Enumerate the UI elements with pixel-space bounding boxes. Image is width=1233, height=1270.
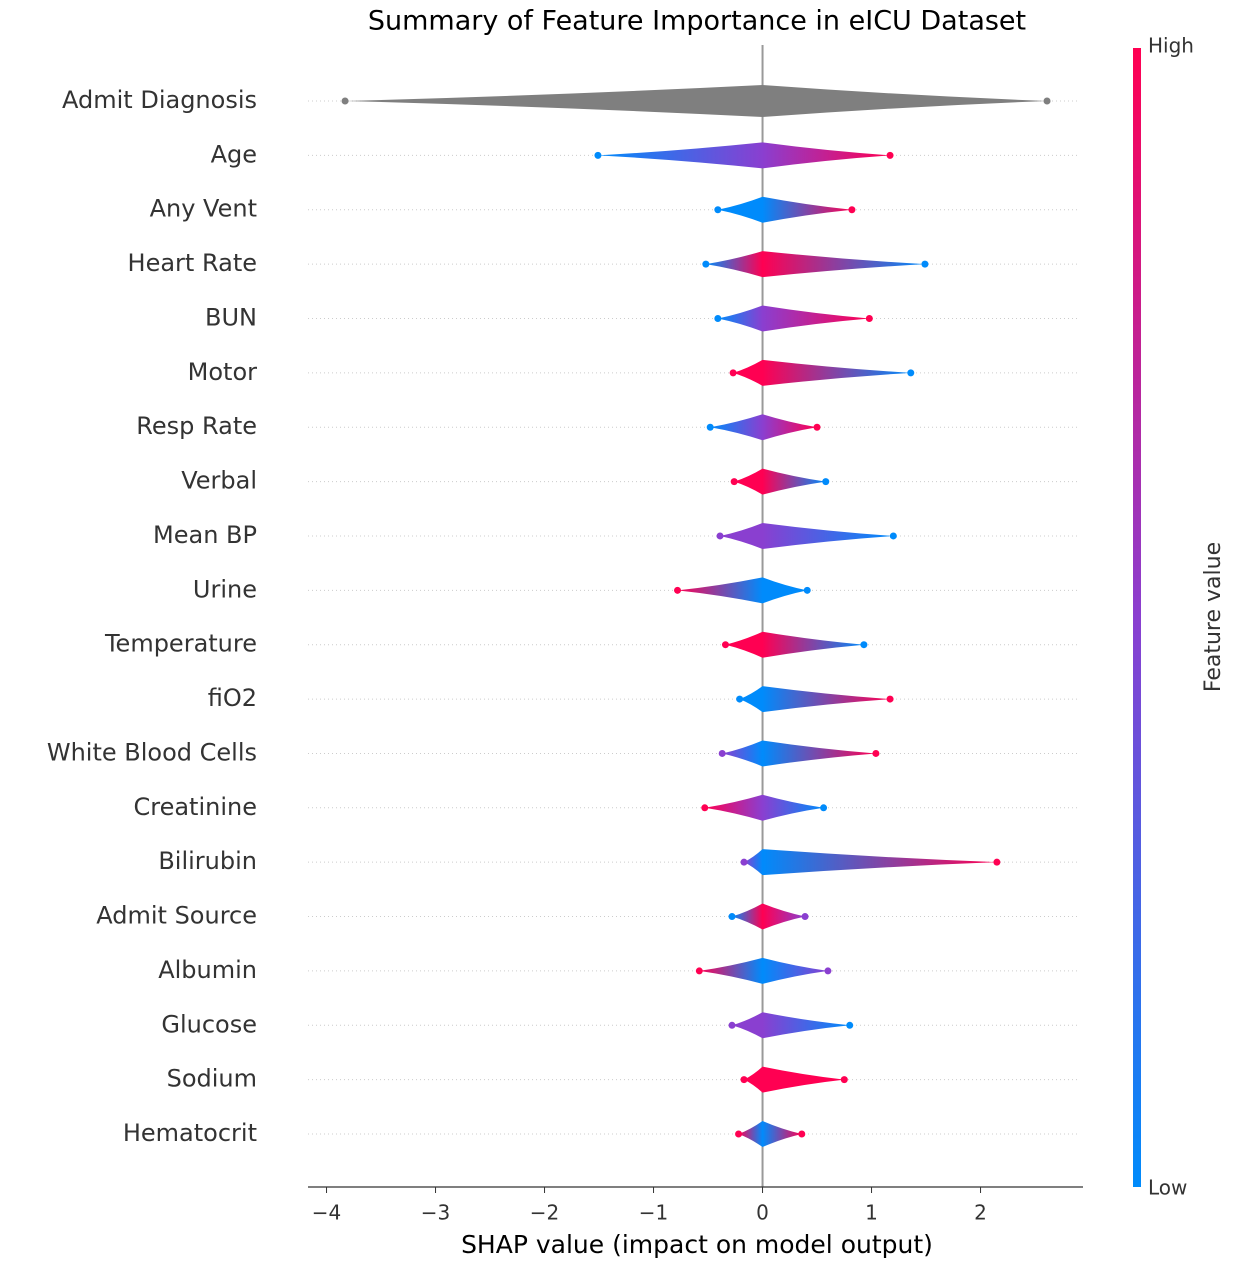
- y-tick-label: Heart Rate: [128, 249, 257, 277]
- colorbar-low: Low: [1148, 1176, 1187, 1200]
- y-tick-label: Creatinine: [133, 793, 257, 821]
- shap-min-point: [729, 369, 737, 377]
- shap-max-point: [820, 804, 828, 812]
- y-tick-label: Admit Source: [96, 902, 257, 930]
- y-tick-label: Verbal: [181, 467, 257, 495]
- shap-max-point: [840, 1076, 848, 1084]
- shap-min-point: [674, 586, 682, 594]
- colorbar-label: Feature value: [1201, 542, 1226, 692]
- shap-min-point: [341, 97, 349, 105]
- shap-min-point: [740, 1076, 748, 1084]
- y-tick-label: Hematocrit: [123, 1119, 257, 1147]
- shap-max-point: [921, 260, 929, 268]
- x-tick-label: 2: [974, 1201, 987, 1225]
- shap-distribution: [705, 251, 925, 278]
- shap-min-point: [728, 913, 736, 921]
- shap-max-point: [824, 967, 832, 975]
- shap-distribution: [699, 957, 828, 984]
- shap-max-point: [993, 858, 1001, 866]
- shap-distribution: [732, 903, 806, 930]
- y-tick-label: fiO2: [208, 684, 257, 712]
- x-tick-label: −3: [421, 1201, 450, 1225]
- x-tick-label: 1: [865, 1201, 878, 1225]
- shap-distribution: [738, 1121, 802, 1148]
- x-axis-label: SHAP value (impact on model output): [461, 1230, 933, 1259]
- y-tick-label: White Blood Cells: [47, 738, 257, 766]
- shap-max-point: [872, 749, 880, 757]
- shap-distribution: [739, 686, 891, 713]
- colorbar: [1133, 48, 1141, 1187]
- shap-min-point: [702, 260, 710, 268]
- y-tick-label: Glucose: [161, 1010, 257, 1038]
- shap-min-point: [736, 695, 744, 703]
- x-tick-label: −1: [639, 1201, 668, 1225]
- shap-max-point: [798, 1130, 806, 1138]
- y-tick-label: Temperature: [104, 630, 257, 658]
- shap-min-point: [706, 423, 714, 431]
- shap-distribution: [722, 740, 876, 767]
- colorbar-high: High: [1148, 34, 1194, 58]
- shap-max-point: [803, 586, 811, 594]
- y-tick-label: Mean BP: [153, 521, 257, 549]
- y-tick-label: Bilirubin: [158, 847, 257, 875]
- shap-distribution: [717, 305, 870, 332]
- shap-distribution: [677, 577, 808, 604]
- shap-min-point: [740, 858, 748, 866]
- y-tick-label: Urine: [193, 575, 257, 603]
- shap-distribution: [597, 142, 891, 169]
- shap-max-point: [889, 532, 897, 540]
- shap-max-point: [907, 369, 915, 377]
- shap-distribution: [345, 85, 1048, 117]
- shap-max-point: [813, 423, 821, 431]
- shap-max-point: [846, 1021, 854, 1029]
- chart-title: Summary of Feature Importance in eICU Da…: [368, 6, 1026, 37]
- shap-min-point: [730, 478, 738, 486]
- shap-min-point: [735, 1130, 743, 1138]
- x-tick-label: −2: [530, 1201, 559, 1225]
- y-tick-label: Sodium: [167, 1065, 257, 1093]
- y-tick-label: Motor: [188, 358, 257, 386]
- shap-max-point: [822, 478, 830, 486]
- x-tick-label: 0: [756, 1201, 769, 1225]
- shap-distribution: [725, 631, 864, 658]
- shap-max-point: [801, 913, 809, 921]
- shap-distribution: [732, 1012, 850, 1039]
- shap-distribution: [710, 414, 818, 441]
- y-tick-label: BUN: [205, 303, 257, 331]
- y-tick-label: Any Vent: [150, 195, 257, 223]
- shap-max-point: [848, 206, 856, 214]
- shap-min-point: [594, 151, 602, 159]
- shap-distribution: [744, 849, 997, 876]
- shap-min-point: [714, 314, 722, 322]
- shap-max-point: [1043, 97, 1051, 105]
- shap-distribution: [704, 794, 824, 821]
- y-tick-label: Age: [211, 140, 257, 168]
- y-tick-label: Albumin: [158, 956, 257, 984]
- shap-min-point: [701, 804, 709, 812]
- shap-distribution: [733, 359, 911, 386]
- shap-min-point: [716, 532, 724, 540]
- shap-min-point: [721, 641, 729, 649]
- shap-min-point: [728, 1021, 736, 1029]
- shap-max-point: [860, 641, 868, 649]
- shap-distribution: [720, 522, 894, 549]
- shap-max-point: [886, 151, 894, 159]
- shap-distribution: [734, 468, 826, 495]
- shap-min-point: [718, 749, 726, 757]
- x-tick-label: −4: [312, 1201, 341, 1225]
- shap-distribution: [744, 1066, 845, 1093]
- shap-distribution: [717, 196, 852, 223]
- shap-min-point: [714, 206, 722, 214]
- y-tick-label: Resp Rate: [136, 412, 257, 440]
- y-tick-label: Admit Diagnosis: [62, 86, 257, 114]
- shap-max-point: [886, 695, 894, 703]
- shap-max-point: [865, 314, 873, 322]
- shap-min-point: [695, 967, 703, 975]
